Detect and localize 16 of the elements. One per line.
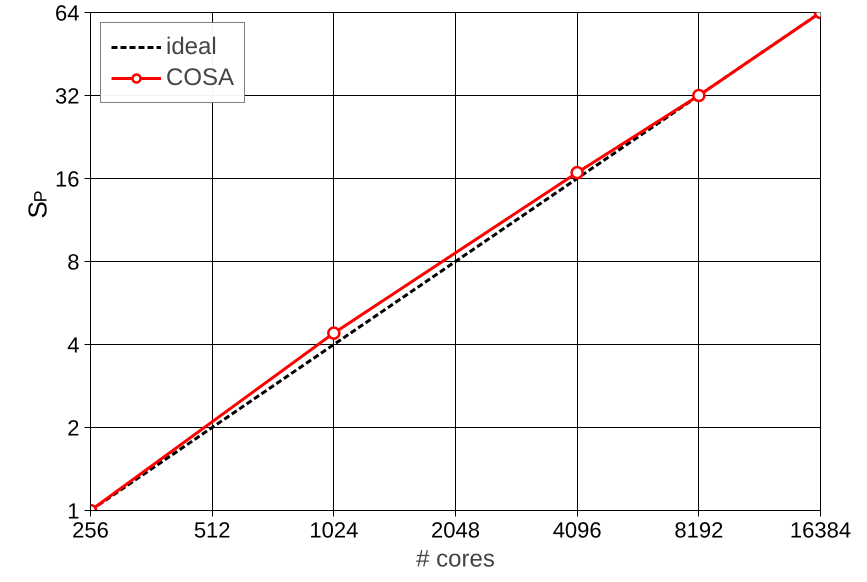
y-tick-label: 8 <box>67 250 80 274</box>
y-axis-title: SP <box>22 190 52 218</box>
x-tick-label: 512 <box>194 518 231 542</box>
x-tick-label: 2048 <box>431 518 480 542</box>
y-tick-label: 64 <box>55 0 80 26</box>
x-tick-label: 1024 <box>309 518 358 542</box>
y-tick-label: 32 <box>55 84 80 108</box>
y-tick-label: 16 <box>55 166 80 192</box>
x-axis-title: # cores <box>416 546 495 572</box>
x-tick-label: 16384 <box>790 518 852 542</box>
x-tick-label: 8192 <box>674 518 724 542</box>
y-tick-label: 4 <box>67 332 80 358</box>
legend-label: COSA <box>166 64 234 92</box>
y-tick-label: 2 <box>67 416 80 440</box>
x-tick-label: 4096 <box>552 518 602 542</box>
legend-label: ideal <box>166 33 217 61</box>
